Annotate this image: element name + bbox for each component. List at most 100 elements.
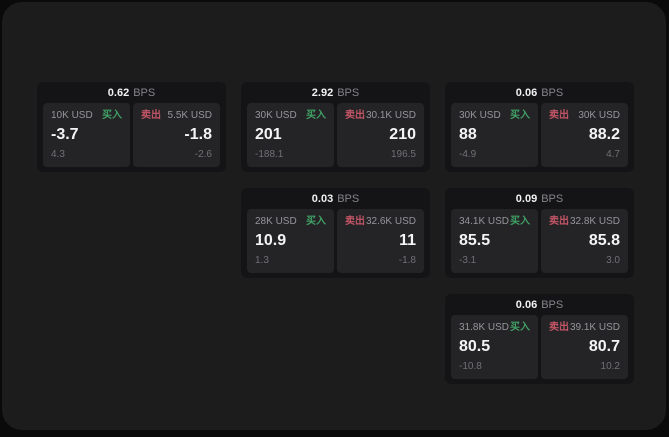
- sell-tile-header: 卖出 30K USD: [549, 110, 620, 122]
- buy-tile-header: 34.1K USD 买入: [459, 216, 530, 228]
- buy-sub-value: -188.1: [255, 149, 284, 160]
- sell-size-label: 32.6K USD: [365, 216, 416, 227]
- sell-size-label: 30.1K USD: [365, 110, 416, 121]
- quote-card[interactable]: 2.92 BPS 30K USD 买入 201 -188.1 卖出 30.1K …: [241, 82, 430, 172]
- quote-tiles: 30K USD 买入 88 -4.9 卖出 30K USD 88.2 4.7: [451, 103, 628, 167]
- buy-sub-value: 1.3: [255, 255, 269, 266]
- sell-tile[interactable]: 卖出 39.1K USD 80.7 10.2: [541, 315, 628, 379]
- buy-price: 85.5: [459, 232, 491, 249]
- buy-sub-value: -10.8: [459, 361, 482, 372]
- buy-size-label: 28K USD: [255, 216, 297, 227]
- buy-tile[interactable]: 28K USD 买入 10.9 1.3: [247, 209, 334, 273]
- buy-tile[interactable]: 30K USD 买入 88 -4.9: [451, 103, 538, 167]
- sell-side-label: 卖出: [549, 110, 569, 121]
- buy-size-label: 34.1K USD: [459, 216, 510, 227]
- quote-card[interactable]: 0.06 BPS 30K USD 买入 88 -4.9 卖出 30K USD: [445, 82, 634, 172]
- sell-tile-header: 卖出 39.1K USD: [549, 322, 620, 334]
- buy-size-label: 30K USD: [255, 110, 297, 121]
- quote-tiles: 34.1K USD 买入 85.5 -3.1 卖出 32.8K USD 85.8…: [451, 209, 628, 273]
- buy-side-label: 买入: [510, 110, 530, 121]
- quotes-grid: 0.62 BPS 10K USD 买入 -3.7 4.3 卖出 5.5K USD: [37, 82, 634, 384]
- card-header: 0.09 BPS: [451, 188, 628, 209]
- buy-tile-header: 31.8K USD 买入: [459, 322, 530, 334]
- sell-tile[interactable]: 卖出 30K USD 88.2 4.7: [541, 103, 628, 167]
- bps-spread-value: 2.92: [311, 86, 334, 99]
- sell-size-label: 39.1K USD: [569, 322, 620, 333]
- quote-tiles: 31.8K USD 买入 80.5 -10.8 卖出 39.1K USD 80.…: [451, 315, 628, 379]
- card-header: 0.06 BPS: [451, 82, 628, 103]
- sell-price: 85.8: [588, 232, 620, 249]
- card-header: 0.62 BPS: [43, 82, 220, 103]
- sell-tile[interactable]: 卖出 30.1K USD 210 196.5: [337, 103, 424, 167]
- buy-tile-header: 10K USD 买入: [51, 110, 122, 122]
- quote-tiles: 10K USD 买入 -3.7 4.3 卖出 5.5K USD -1.8 -2.…: [43, 103, 220, 167]
- bps-spread-value: 0.03: [311, 192, 334, 205]
- buy-price: -3.7: [51, 126, 79, 143]
- quote-card[interactable]: 0.62 BPS 10K USD 买入 -3.7 4.3 卖出 5.5K USD: [37, 82, 226, 172]
- card-header: 0.03 BPS: [247, 188, 424, 209]
- buy-sub-value: -4.9: [459, 149, 477, 160]
- sell-sub-value: -1.8: [398, 255, 416, 266]
- bps-unit-label: BPS: [133, 86, 156, 99]
- bps-unit-label: BPS: [541, 86, 564, 99]
- buy-size-label: 30K USD: [459, 110, 501, 121]
- buy-tile-header: 30K USD 买入: [255, 110, 326, 122]
- sell-size-label: 32.8K USD: [569, 216, 620, 227]
- buy-sub-value: 4.3: [51, 149, 65, 160]
- sell-sub-value: 3.0: [606, 255, 620, 266]
- buy-size-label: 31.8K USD: [459, 322, 510, 333]
- bps-spread-value: 0.06: [515, 86, 538, 99]
- buy-tile[interactable]: 34.1K USD 买入 85.5 -3.1: [451, 209, 538, 273]
- sell-tile[interactable]: 卖出 5.5K USD -1.8 -2.6: [133, 103, 220, 167]
- sell-price: -1.8: [184, 126, 212, 143]
- buy-tile[interactable]: 31.8K USD 买入 80.5 -10.8: [451, 315, 538, 379]
- bps-unit-label: BPS: [337, 86, 360, 99]
- quote-card[interactable]: 0.03 BPS 28K USD 买入 10.9 1.3 卖出 32.6K US…: [241, 188, 430, 278]
- buy-side-label: 买入: [510, 322, 530, 333]
- bps-spread-value: 0.09: [515, 192, 538, 205]
- sell-price: 11: [399, 232, 416, 249]
- sell-size-label: 30K USD: [578, 110, 620, 121]
- sell-side-label: 卖出: [345, 216, 365, 227]
- sell-tile-header: 卖出 5.5K USD: [141, 110, 212, 122]
- buy-price: 201: [255, 126, 282, 143]
- buy-tile[interactable]: 10K USD 买入 -3.7 4.3: [43, 103, 130, 167]
- sell-price: 210: [389, 126, 416, 143]
- sell-side-label: 卖出: [345, 110, 365, 121]
- buy-tile[interactable]: 30K USD 买入 201 -188.1: [247, 103, 334, 167]
- buy-side-label: 买入: [102, 110, 122, 121]
- quote-card[interactable]: 0.06 BPS 31.8K USD 买入 80.5 -10.8 卖出 39.1…: [445, 294, 634, 384]
- buy-side-label: 买入: [306, 216, 326, 227]
- buy-side-label: 买入: [306, 110, 326, 121]
- sell-sub-value: 4.7: [606, 149, 620, 160]
- sell-sub-value: -2.6: [194, 149, 212, 160]
- sell-side-label: 卖出: [549, 322, 569, 333]
- sell-price: 80.7: [588, 338, 620, 355]
- bps-spread-value: 0.62: [107, 86, 130, 99]
- bps-unit-label: BPS: [541, 298, 564, 311]
- bps-unit-label: BPS: [337, 192, 360, 205]
- card-header: 0.06 BPS: [451, 294, 628, 315]
- buy-price: 88: [459, 126, 477, 143]
- bps-unit-label: BPS: [541, 192, 564, 205]
- sell-price: 88.2: [588, 126, 620, 143]
- bps-spread-value: 0.06: [515, 298, 538, 311]
- sell-sub-value: 10.2: [600, 361, 620, 372]
- buy-sub-value: -3.1: [459, 255, 477, 266]
- quote-tiles: 30K USD 买入 201 -188.1 卖出 30.1K USD 210 1…: [247, 103, 424, 167]
- sell-tile[interactable]: 卖出 32.6K USD 11 -1.8: [337, 209, 424, 273]
- buy-size-label: 10K USD: [51, 110, 93, 121]
- sell-side-label: 卖出: [141, 110, 161, 121]
- card-header: 2.92 BPS: [247, 82, 424, 103]
- sell-tile-header: 卖出 32.6K USD: [345, 216, 416, 228]
- quote-card[interactable]: 0.09 BPS 34.1K USD 买入 85.5 -3.1 卖出 32.8K…: [445, 188, 634, 278]
- buy-side-label: 买入: [510, 216, 530, 227]
- sell-side-label: 卖出: [549, 216, 569, 227]
- buy-tile-header: 28K USD 买入: [255, 216, 326, 228]
- sell-tile-header: 卖出 32.8K USD: [549, 216, 620, 228]
- sell-size-label: 5.5K USD: [167, 110, 212, 121]
- buy-price: 80.5: [459, 338, 491, 355]
- sell-tile[interactable]: 卖出 32.8K USD 85.8 3.0: [541, 209, 628, 273]
- buy-tile-header: 30K USD 买入: [459, 110, 530, 122]
- sell-sub-value: 196.5: [390, 149, 416, 160]
